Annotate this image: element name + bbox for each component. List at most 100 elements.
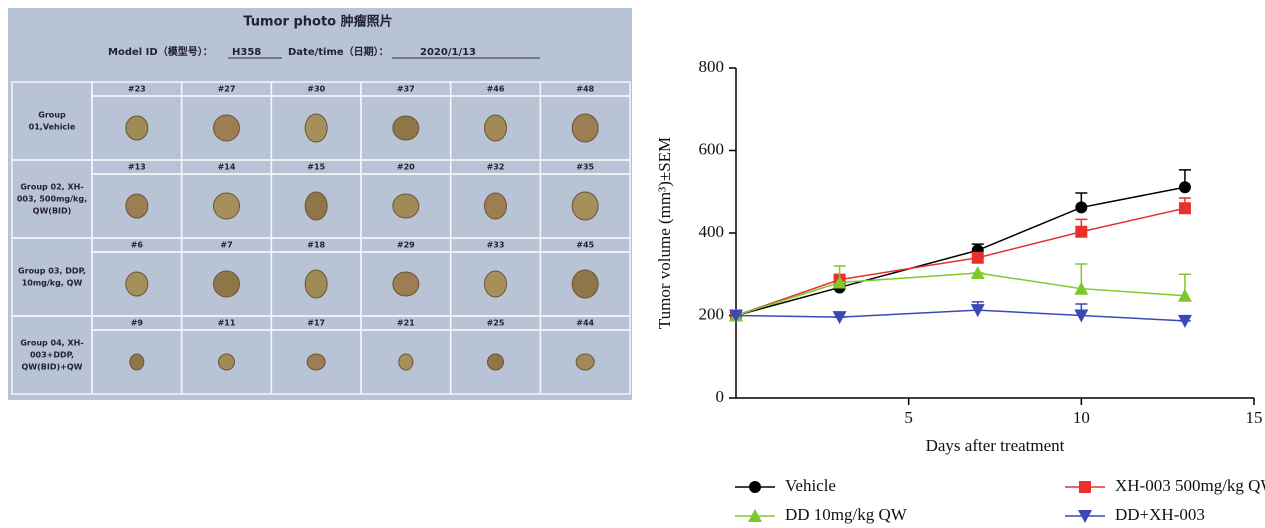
tumor — [392, 271, 420, 297]
y-tick-label: 400 — [699, 222, 725, 241]
x-axis-title: Days after treatment — [926, 436, 1065, 455]
marker — [1177, 288, 1192, 302]
sample-id: #15 — [307, 163, 325, 172]
group-label: Group 04, XH- — [20, 339, 83, 348]
marker — [970, 266, 985, 280]
tumor — [306, 353, 326, 371]
sample-id: #27 — [218, 85, 236, 94]
marker — [1178, 181, 1191, 194]
tumor — [213, 270, 240, 298]
sample-id: #21 — [397, 319, 415, 328]
tumor — [129, 353, 145, 371]
tumor — [392, 115, 420, 141]
y-tick-label: 800 — [699, 57, 725, 76]
tumor — [398, 353, 414, 371]
sample-id: #29 — [397, 241, 415, 250]
group-label: 003, 500mg/kg, — [17, 195, 87, 204]
sample-id: #25 — [487, 319, 505, 328]
group-label: 10mg/kg, QW — [22, 279, 83, 288]
tumor — [213, 114, 240, 142]
sample-id: #13 — [128, 163, 146, 172]
sample-id: #20 — [397, 163, 415, 172]
legend-label: Vehicle — [785, 476, 836, 495]
tumor — [487, 353, 504, 371]
photo-sheet: Tumor photo 肿瘤照片 Model ID（模型号）： H358 Dat… — [8, 8, 632, 400]
sample-id: #11 — [218, 319, 236, 328]
legend-marker — [749, 481, 761, 493]
sample-id: #45 — [576, 241, 594, 250]
group-label: 003+DDP, — [30, 351, 74, 360]
model-id: H358 — [232, 47, 261, 58]
sample-id: #18 — [307, 241, 325, 250]
tumor — [571, 113, 599, 143]
sample-id: #44 — [576, 319, 594, 328]
tumor — [304, 113, 328, 143]
tumor — [392, 193, 420, 219]
marker — [1074, 281, 1089, 295]
tumor — [125, 115, 149, 141]
tumor — [213, 192, 240, 220]
sample-id: #9 — [131, 319, 144, 328]
legend-marker — [748, 509, 762, 522]
date-label: Date/time（日期）： — [288, 45, 389, 58]
x-tick-label: 10 — [1073, 408, 1090, 427]
sample-id: #7 — [220, 241, 232, 250]
legend-marker — [1079, 481, 1091, 493]
tumor — [571, 191, 599, 221]
marker — [832, 311, 847, 325]
marker — [1177, 314, 1192, 328]
marker — [832, 275, 847, 289]
y-tick-label: 600 — [699, 139, 725, 158]
sample-id: #23 — [128, 85, 146, 94]
sample-id: #14 — [218, 163, 236, 172]
tumor — [125, 193, 149, 219]
legend-label: DD 10mg/kg QW — [785, 505, 908, 524]
sample-id: #6 — [131, 241, 144, 250]
series-line — [735, 207, 1186, 317]
x-tick-label: 15 — [1246, 408, 1263, 427]
chart: Days after treatment Tumor volume (mm³)±… — [655, 57, 1265, 524]
group-label: 01,Vehicle — [29, 123, 76, 132]
tumor — [125, 271, 149, 297]
tumor — [575, 353, 595, 371]
marker — [1075, 225, 1088, 238]
series-line — [735, 309, 1185, 322]
marker — [971, 251, 984, 264]
photo-cell — [539, 329, 631, 395]
tumor — [484, 270, 507, 298]
group-label: Group — [38, 111, 66, 120]
sample-id: #37 — [397, 85, 415, 94]
tumor — [304, 191, 328, 221]
y-axis-title: Tumor volume (mm³)±SEM — [655, 137, 674, 329]
tumor — [484, 192, 507, 220]
model-label: Model ID（模型号）： — [108, 45, 213, 58]
series-line — [735, 186, 1186, 317]
group-label: QW(BID)+QW — [22, 363, 83, 372]
tumor — [304, 269, 328, 299]
tumor — [218, 353, 235, 371]
marker — [1075, 201, 1088, 214]
group-label: Group 02, XH- — [20, 183, 83, 192]
sample-id: #46 — [487, 85, 505, 94]
legend-label: XH-003 500mg/kg QW (BID) — [1115, 476, 1265, 495]
y-tick-label: 0 — [716, 387, 725, 406]
sample-id: #30 — [307, 85, 325, 94]
marker — [729, 309, 743, 323]
y-tick-label: 200 — [699, 304, 725, 323]
date: 2020/1/13 — [420, 47, 476, 58]
sample-id: #35 — [576, 163, 594, 172]
group-label: Group 03, DDP, — [18, 267, 86, 276]
sample-id: #32 — [487, 163, 505, 172]
tumor — [571, 269, 599, 299]
tumor — [484, 114, 507, 142]
marker — [1178, 202, 1191, 215]
sample-id: #33 — [487, 241, 505, 250]
x-tick-label: 5 — [904, 408, 913, 427]
legend-marker — [1078, 510, 1092, 523]
series-line — [735, 272, 1185, 317]
marker — [1074, 309, 1089, 323]
legend-label: DD+XH-003 — [1115, 505, 1205, 524]
sample-id: #17 — [307, 319, 325, 328]
sample-id: #48 — [576, 85, 594, 94]
